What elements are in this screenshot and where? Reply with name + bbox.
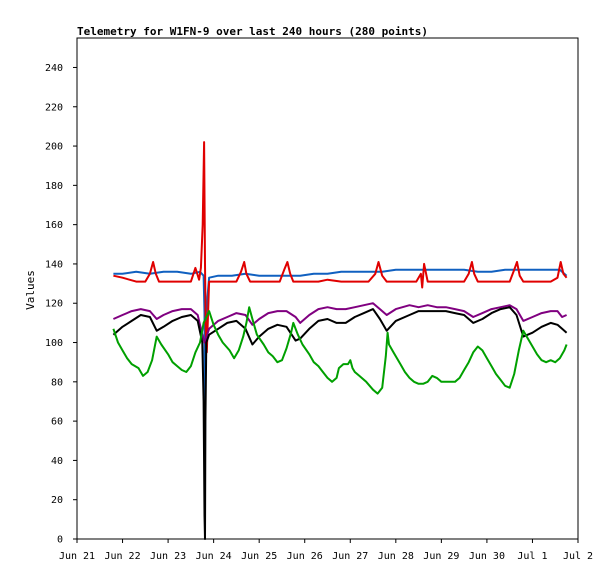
plot-area [76,37,579,540]
y-tick-label: 180 [45,181,63,192]
y-axis-label: Values [24,270,37,310]
x-axis-ticks: Jun 21 Jun 22 Jun 23 Jun 24 Jun 25 Jun 26 Jun … [59,539,593,562]
x-tick-label: Jun 28 [378,551,414,562]
x-tick-label: Jun 26 [287,551,323,562]
x-tick-label: Jun 27 [332,551,368,562]
y-tick-label: 120 [45,299,63,310]
x-tick-label: Jul 2 [563,551,593,562]
y-tick-label: 60 [51,417,63,428]
x-tick-label: Jun 29 [423,551,459,562]
series-line-2 [113,141,568,354]
y-tick-label: 40 [51,456,63,467]
y-axis-ticks: 0 20 40 60 80 100 120 140 160 180 200 220 240 [45,63,77,546]
series-line-3 [112,302,568,344]
x-tick-label: Jun 23 [150,551,186,562]
x-tick-label: Jun 30 [469,551,505,562]
x-tick-label: Jun 21 [59,551,95,562]
y-tick-label: 100 [45,338,63,349]
y-tick-label: 220 [45,102,63,113]
chart-title: Telemetry for W1FN-9 over last 240 hours… [77,25,428,38]
x-tick-label: Jul 1 [517,551,547,562]
y-tick-label: 140 [45,259,63,270]
y-tick-label: 20 [51,495,63,506]
x-tick-label: Jun 22 [104,551,140,562]
series-layer [112,141,568,540]
series-line-5 [112,306,568,395]
x-tick-label: Jun 24 [196,551,232,562]
series-line-4 [112,306,568,540]
x-tick-label: Jun 25 [241,551,277,562]
y-tick-label: 240 [45,63,63,74]
y-tick-label: 0 [57,535,63,546]
y-tick-label: 160 [45,220,63,231]
y-tick-label: 200 [45,142,63,153]
y-tick-label: 80 [51,377,63,388]
